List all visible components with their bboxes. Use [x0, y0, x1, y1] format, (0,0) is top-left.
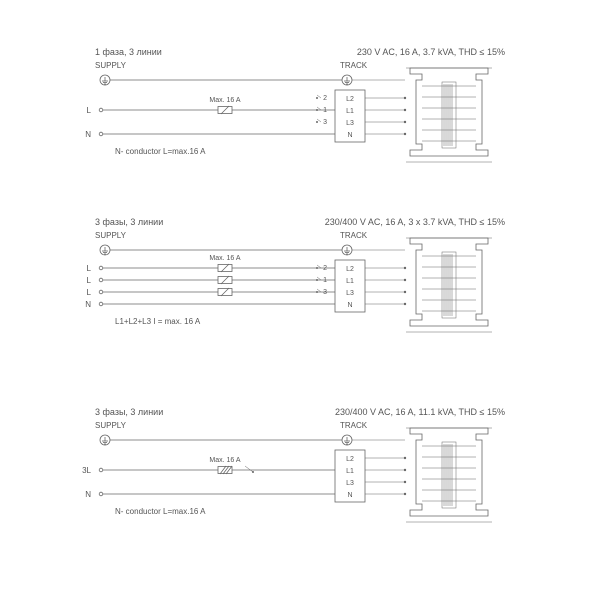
- svg-text:1 фаза, 3 линии: 1 фаза, 3 линии: [95, 47, 162, 57]
- svg-text:N: N: [85, 300, 91, 309]
- wiring-panel-p2: 3 фазы, 3 линии 230/400 V AC, 16 A, 3 x 3…: [85, 217, 505, 332]
- svg-text:L2: L2: [346, 456, 354, 463]
- svg-text:3: 3: [323, 119, 327, 126]
- svg-text:L3: L3: [346, 120, 354, 127]
- svg-text:230 V AC, 16 A, 3.7 kVA, THD ≤: 230 V AC, 16 A, 3.7 kVA, THD ≤ 15%: [357, 47, 505, 57]
- svg-text:N- conductor L=max.16 A: N- conductor L=max.16 A: [115, 507, 206, 516]
- svg-text:L1: L1: [346, 108, 354, 115]
- svg-text:3L: 3L: [82, 466, 91, 475]
- svg-text:L: L: [87, 106, 92, 115]
- wiring-panel-p3: 3 фазы, 3 линии 230/400 V AC, 16 A, 11.1 …: [82, 407, 505, 522]
- svg-text:L: L: [87, 288, 92, 297]
- svg-text:N: N: [85, 130, 91, 139]
- svg-text:Max. 16 A: Max. 16 A: [209, 255, 240, 262]
- svg-text:2: 2: [323, 95, 327, 102]
- wiring-panel-p1: 1 фаза, 3 линии 230 V AC, 16 A, 3.7 kVA, …: [85, 47, 505, 162]
- svg-text:2: 2: [323, 265, 327, 272]
- svg-text:SUPPLY: SUPPLY: [95, 231, 127, 240]
- svg-text:L: L: [87, 276, 92, 285]
- svg-text:L3: L3: [346, 480, 354, 487]
- svg-text:SUPPLY: SUPPLY: [95, 61, 127, 70]
- svg-text:N: N: [347, 492, 352, 499]
- svg-text:L1: L1: [346, 278, 354, 285]
- svg-text:L3: L3: [346, 290, 354, 297]
- svg-text:3: 3: [323, 289, 327, 296]
- svg-text:N: N: [347, 302, 352, 309]
- svg-text:N: N: [85, 490, 91, 499]
- svg-text:230/400 V AC, 16 A, 11.1 kVA,: 230/400 V AC, 16 A, 11.1 kVA, THD ≤ 15%: [335, 407, 505, 417]
- svg-text:TRACK: TRACK: [340, 231, 368, 240]
- svg-text:SUPPLY: SUPPLY: [95, 421, 127, 430]
- svg-text:L2: L2: [346, 96, 354, 103]
- svg-text:Max. 16 A: Max. 16 A: [209, 457, 240, 464]
- svg-text:L: L: [87, 264, 92, 273]
- svg-text:Max. 16 A: Max. 16 A: [209, 97, 240, 104]
- svg-text:N: N: [347, 132, 352, 139]
- svg-text:TRACK: TRACK: [340, 421, 368, 430]
- svg-text:230/400 V AC, 16 A, 3 x 3.7 kV: 230/400 V AC, 16 A, 3 x 3.7 kVA, THD ≤ 1…: [325, 217, 505, 227]
- svg-text:L2: L2: [346, 266, 354, 273]
- svg-text:L1: L1: [346, 468, 354, 475]
- svg-text:L1+L2+L3 I = max. 16 A: L1+L2+L3 I = max. 16 A: [115, 317, 201, 326]
- svg-text:1: 1: [323, 277, 327, 284]
- svg-text:3 фазы, 3 линии: 3 фазы, 3 линии: [95, 217, 163, 227]
- svg-text:3 фазы, 3 линии: 3 фазы, 3 линии: [95, 407, 163, 417]
- svg-text:N- conductor L=max.16 A: N- conductor L=max.16 A: [115, 147, 206, 156]
- svg-text:TRACK: TRACK: [340, 61, 368, 70]
- svg-text:1: 1: [323, 107, 327, 114]
